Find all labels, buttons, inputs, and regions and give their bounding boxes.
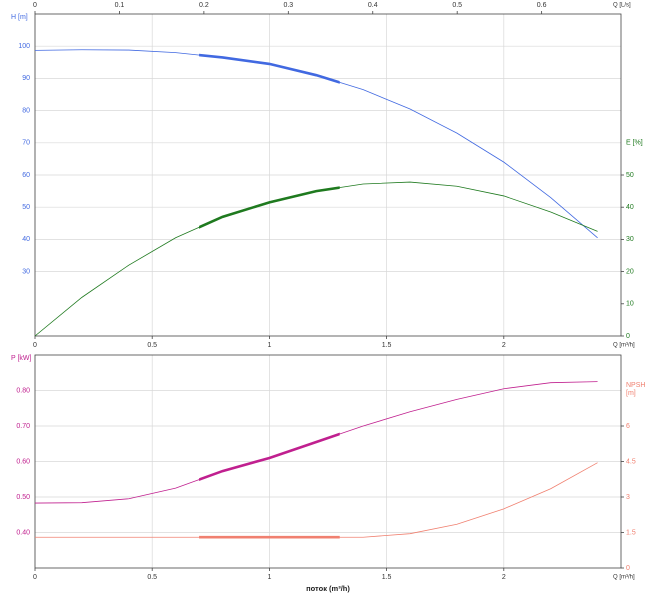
y2-axis-label: E [%] xyxy=(626,140,643,147)
series-line xyxy=(35,462,598,538)
x-axis-label: Q [m³/h] xyxy=(613,343,635,349)
x-tick-label: 0.5 xyxy=(147,342,157,349)
y2-tick-label: 0 xyxy=(626,565,630,572)
plot-frame xyxy=(34,354,622,569)
y-tick-label: 0.40 xyxy=(16,529,30,536)
y-tick-label: 0.60 xyxy=(16,458,30,465)
x-tick-label: 1 xyxy=(267,342,271,349)
x-tick-label: 1.5 xyxy=(382,342,392,349)
series-line xyxy=(34,49,598,239)
duty-segment xyxy=(199,535,340,539)
x-tick-label: 2 xyxy=(502,342,506,349)
x2-tick-label: 0.3 xyxy=(283,2,293,9)
x2-tick-label: 0 xyxy=(33,2,37,9)
series-line xyxy=(34,181,598,337)
x2-tick-label: 0.4 xyxy=(368,2,378,9)
y2-tick-label: 10 xyxy=(626,301,634,308)
y-tick-label: 30 xyxy=(22,268,30,275)
y2-tick-label: 20 xyxy=(626,268,634,275)
y2-tick-label: 1.5 xyxy=(626,529,636,536)
x-axis-title: поток (m³/h) xyxy=(306,584,350,593)
plot-frame xyxy=(34,13,622,337)
x-tick-label: 0 xyxy=(33,342,37,349)
y-tick-label: 50 xyxy=(22,204,30,211)
x-tick-label: 1 xyxy=(267,574,271,581)
y-tick-label: 80 xyxy=(22,107,30,114)
y-axis-label: P [kW] xyxy=(11,355,32,362)
y-tick-label: 90 xyxy=(22,75,30,82)
y2-tick-label: 0 xyxy=(626,333,630,340)
duty-segment xyxy=(199,186,340,229)
y2-tick-label: 3 xyxy=(626,494,630,501)
y2-tick-label: 40 xyxy=(626,204,634,211)
x-tick-label: 0.5 xyxy=(147,574,157,581)
y-tick-label: 0.70 xyxy=(16,423,30,430)
y-tick-label: 100 xyxy=(18,43,30,50)
x2-tick-label: 0.6 xyxy=(537,2,547,9)
x2-tick-label: 0.2 xyxy=(199,2,209,9)
y-tick-label: 40 xyxy=(22,236,30,243)
y-tick-label: 0.80 xyxy=(16,387,30,394)
y2-tick-label: 50 xyxy=(626,172,634,179)
y2-tick-label: 6 xyxy=(626,423,630,430)
x2-axis-label: Q [L/s] xyxy=(613,3,631,9)
duty-segment xyxy=(199,53,340,84)
y2-tick-label: 30 xyxy=(626,236,634,243)
x-axis-label: Q [m³/h] xyxy=(613,575,635,581)
y-tick-label: 70 xyxy=(22,140,30,147)
y2-axis-label: NPSH xyxy=(626,382,645,389)
duty-segment xyxy=(199,432,340,481)
x2-tick-label: 0.5 xyxy=(452,2,462,9)
x-tick-label: 1.5 xyxy=(382,574,392,581)
y-tick-label: 0.50 xyxy=(16,494,30,501)
y2-axis-label: [m] xyxy=(626,390,636,397)
y-axis-label: H [m] xyxy=(11,14,28,21)
y-tick-label: 60 xyxy=(22,172,30,179)
x-tick-label: 2 xyxy=(502,574,506,581)
x2-tick-label: 0.1 xyxy=(115,2,125,9)
y2-tick-label: 4.5 xyxy=(626,458,636,465)
x-tick-label: 0 xyxy=(33,574,37,581)
